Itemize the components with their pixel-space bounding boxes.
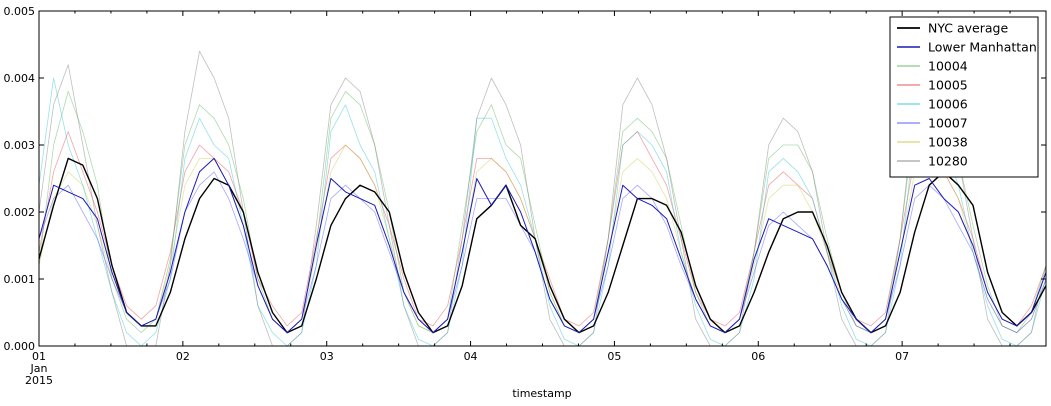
y-tick-label: 0.003: [4, 139, 36, 152]
legend-label: 10004: [928, 59, 968, 74]
y-axis: 0.000 0.001 0.002 0.003 0.004 0.005: [4, 5, 1046, 353]
x-tick-label: 01: [32, 350, 46, 363]
legend: NYC average Lower Manhattan 10004 10005 1000…: [889, 16, 1039, 178]
x-tick-sublabel-year: 2015: [25, 374, 53, 387]
x-axis-label: timestamp: [512, 387, 571, 400]
y-tick-label: 0.002: [4, 206, 36, 219]
legend-label: Lower Manhattan: [928, 40, 1037, 55]
y-tick-label: 0.001: [4, 273, 36, 286]
legend-label: 10005: [928, 78, 968, 93]
x-tick-label: 07: [895, 350, 909, 363]
x-tick-label: 04: [464, 350, 478, 363]
x-tick-label: 06: [751, 350, 765, 363]
x-tick-label: 05: [607, 350, 621, 363]
series-line-nyc-average: [38, 157, 1047, 334]
x-tick-label: 02: [176, 350, 190, 363]
legend-label: NYC average: [928, 21, 1008, 36]
y-tick-label: 0.000: [4, 340, 36, 353]
y-tick-label: 0.004: [4, 72, 36, 85]
legend-label: 10038: [928, 135, 968, 150]
series-line-lower-manhattan: [38, 157, 1047, 334]
x-tick-sublabel-month: Jan: [30, 362, 48, 375]
y-tick-label: 0.005: [4, 5, 36, 18]
legend-label: 10007: [928, 116, 968, 131]
x-tick-label: 03: [320, 350, 334, 363]
series-line-10005: [38, 131, 1047, 327]
legend-label: 10006: [928, 97, 968, 112]
plot-background: [39, 11, 1046, 346]
series-layer: [38, 50, 1047, 347]
series-line-10280: [38, 50, 1047, 347]
legend-label: 10280: [928, 154, 968, 169]
legend-box: [889, 16, 1039, 178]
